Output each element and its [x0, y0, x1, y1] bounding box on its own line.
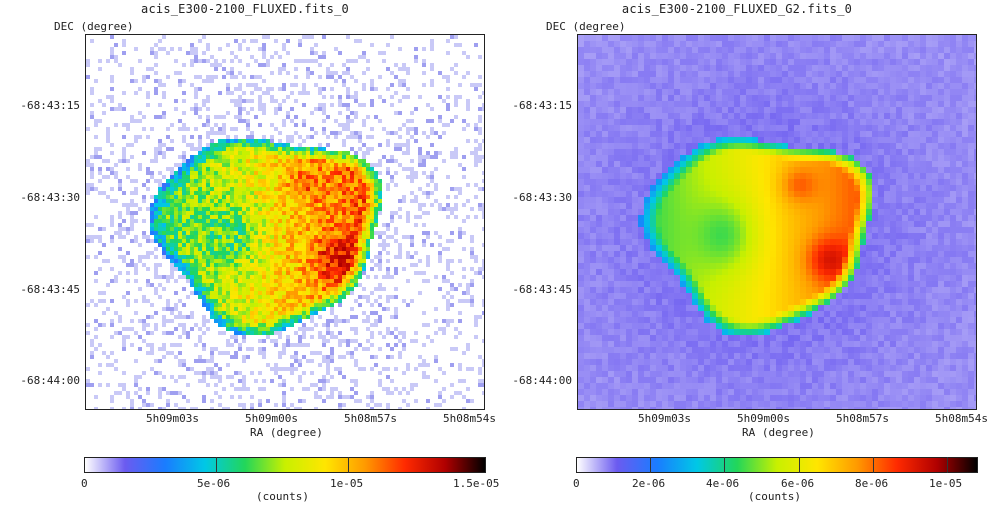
raw-image[interactable] — [86, 35, 484, 409]
colorbar-tick: 4e-06 — [706, 477, 740, 490]
y-tick: -68:44:00 — [512, 374, 572, 387]
colorbar-tick: 5e-06 — [197, 477, 231, 490]
plot-title: acis_E300-2100_FLUXED.fits_0 — [141, 2, 349, 16]
panel-raw: acis_E300-2100_FLUXED.fits_0 DEC (degree… — [0, 0, 499, 524]
x-tick: 5h08m54s — [935, 412, 988, 425]
x-tick: 5h08m57s — [836, 412, 889, 425]
colorbar-tick: 2e-06 — [632, 477, 666, 490]
colorbar-tick-mark — [947, 457, 948, 473]
y-tick: -68:43:15 — [20, 99, 80, 112]
y-axis-label: DEC (degree) — [54, 20, 134, 33]
colorbar-tick: 1e-05 — [929, 477, 963, 490]
colorbar-tick: 0 — [81, 477, 88, 490]
y-tick: -68:44:00 — [20, 374, 80, 387]
y-tick: -68:43:45 — [512, 283, 572, 296]
x-tick: 5h09m03s — [146, 412, 199, 425]
colorbar-tick: 8e-06 — [855, 477, 889, 490]
x-tick: 5h09m00s — [245, 412, 298, 425]
y-tick: -68:43:15 — [512, 99, 572, 112]
image-frame[interactable] — [85, 34, 485, 410]
x-tick: 5h09m03s — [638, 412, 691, 425]
colorbar-tick: 6e-06 — [781, 477, 815, 490]
x-tick: 5h08m57s — [344, 412, 397, 425]
smoothed-image[interactable] — [578, 35, 976, 409]
colorbar-tick-mark — [873, 457, 874, 473]
colorbar-tick-mark — [348, 457, 349, 473]
plot-title: acis_E300-2100_FLUXED_G2.fits_0 — [621, 2, 853, 16]
colorbar-unit: (counts) — [256, 490, 309, 503]
colorbar — [576, 457, 978, 473]
panel-smoothed: acis_E300-2100_FLUXED_G2.fits_0 DEC (deg… — [492, 0, 988, 524]
colorbar-tick-mark — [650, 457, 651, 473]
colorbar-tick-mark — [724, 457, 725, 473]
colorbar-tick-mark — [216, 457, 217, 473]
y-tick: -68:43:30 — [512, 191, 572, 204]
image-frame[interactable] — [577, 34, 977, 410]
y-axis-label: DEC (degree) — [546, 20, 626, 33]
colorbar-tick-mark — [799, 457, 800, 473]
x-axis-label: RA (degree) — [250, 426, 323, 439]
x-tick: 5h09m00s — [737, 412, 790, 425]
colorbar-tick: 1e-05 — [330, 477, 364, 490]
x-tick: 5h08m54s — [443, 412, 496, 425]
x-axis-label: RA (degree) — [742, 426, 815, 439]
colorbar-tick: 1.5e-05 — [453, 477, 500, 490]
colorbar — [84, 457, 486, 473]
colorbar-tick: 0 — [573, 477, 580, 490]
colorbar-unit: (counts) — [748, 490, 801, 503]
y-tick: -68:43:30 — [20, 191, 80, 204]
y-tick: -68:43:45 — [20, 283, 80, 296]
